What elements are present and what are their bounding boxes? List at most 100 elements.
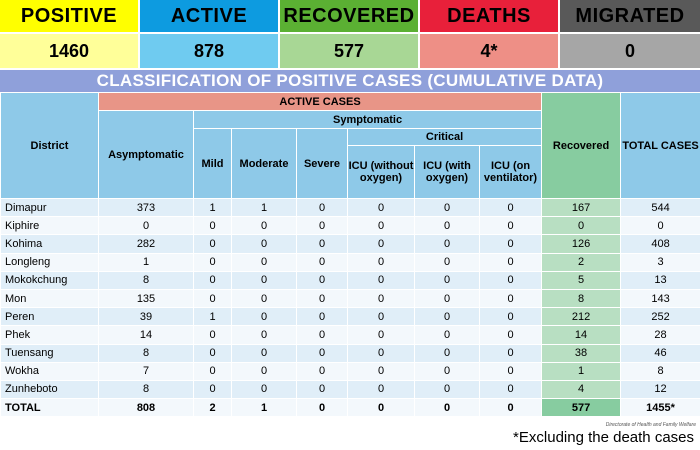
table-cell: 8: [98, 379, 194, 400]
district-cell: Phek: [0, 325, 99, 345]
table-row: Mokokchung 8 0 0 0 0 0 0 5 13: [0, 270, 700, 290]
positive-label: POSITIVE: [0, 0, 140, 34]
district-header: District: [0, 92, 99, 199]
table-cell: 1: [231, 197, 297, 218]
table-cell: 0: [478, 361, 543, 381]
table-cell: 0: [231, 343, 297, 363]
table-cell: 0: [193, 288, 232, 309]
district-cell: Zunheboto: [0, 379, 99, 400]
table-cell: 0: [414, 270, 480, 290]
table-row: Phek 14 0 0 0 0 0 0 14 28: [0, 325, 700, 345]
table-cell: 0: [478, 398, 543, 418]
moderate-header: Moderate: [231, 128, 297, 199]
district-cell: Mon: [0, 288, 99, 309]
table-cell: 0: [347, 361, 415, 381]
mild-header: Mild: [193, 128, 232, 199]
total-row: TOTAL 808 2 1 0 0 0 0 577 1455*: [0, 398, 700, 418]
table-cell: 46: [620, 343, 700, 363]
recovered-header: Recovered: [541, 92, 622, 199]
table-cell: 0: [414, 197, 480, 218]
district-cell: Kohima: [0, 234, 99, 254]
table-cell: 0: [231, 307, 297, 327]
table-cell: 8: [98, 343, 194, 363]
table-cell: 0: [193, 325, 232, 345]
table-cell: 0: [347, 325, 415, 345]
table-cell: 0: [231, 325, 297, 345]
active-cases-header: ACTIVE CASES: [97, 92, 543, 111]
table-cell: 0: [231, 270, 297, 290]
table-cell: 0: [478, 288, 543, 309]
table-cell: 0: [541, 216, 622, 236]
critical-header: Critical: [346, 128, 543, 146]
table-cell: 0: [414, 252, 480, 272]
table-cell: 7: [98, 361, 194, 381]
table-cell: 0: [347, 379, 415, 400]
table-cell: 0: [478, 307, 543, 327]
table-cell: 1: [541, 361, 622, 381]
table-cell: 0: [296, 270, 348, 290]
table-cell: 577: [541, 398, 622, 418]
table-row: Tuensang 8 0 0 0 0 0 0 38 46: [0, 343, 700, 363]
table-cell: 0: [193, 361, 232, 381]
footnote: *Excluding the death cases: [513, 429, 694, 446]
district-cell: Kiphire: [0, 216, 99, 236]
table-cell: 8: [541, 288, 622, 309]
table-cell: 544: [620, 197, 700, 218]
active-value: 878: [140, 34, 280, 68]
table-row: Peren 39 1 0 0 0 0 0 212 252: [0, 307, 700, 327]
classification-title: CLASSIFICATION OF POSITIVE CASES (CUMULA…: [0, 70, 700, 92]
table-cell: 0: [296, 307, 348, 327]
table-cell: 408: [620, 234, 700, 254]
table-cell: 1: [98, 252, 194, 272]
table-cell: 0: [231, 288, 297, 309]
table-cell: 0: [231, 361, 297, 381]
table-cell: 0: [193, 270, 232, 290]
severe-header: Severe: [296, 128, 348, 199]
table-cell: 0: [347, 270, 415, 290]
table-cell: 3: [620, 252, 700, 272]
table-cell: 0: [414, 361, 480, 381]
table-cell: 0: [296, 343, 348, 363]
deaths-label: DEATHS: [420, 0, 560, 34]
table-cell: 5: [541, 270, 622, 290]
district-cell: Peren: [0, 307, 99, 327]
table-cell: 0: [620, 216, 700, 236]
table-cell: 14: [98, 325, 194, 345]
table-cell: 1: [193, 307, 232, 327]
district-cell: Dimapur: [0, 197, 99, 218]
table-cell: 39: [98, 307, 194, 327]
source-credit: Directorate of Health and Family Welfare: [605, 422, 696, 428]
table-cell: 0: [414, 343, 480, 363]
table-cell: 0: [193, 343, 232, 363]
table-cell: 0: [414, 379, 480, 400]
table-cell: 0: [414, 288, 480, 309]
deaths-value: 4*: [420, 34, 560, 68]
table-cell: 0: [231, 234, 297, 254]
table-cell: 0: [414, 325, 480, 345]
table-cell: 0: [347, 216, 415, 236]
summary-values: 1460 878 577 4* 0: [0, 34, 700, 68]
table-cell: 14: [541, 325, 622, 345]
positive-value: 1460: [0, 34, 140, 68]
table-cell: 0: [193, 216, 232, 236]
table-cell: 28: [620, 325, 700, 345]
table-row: Mon 135 0 0 0 0 0 0 8 143: [0, 288, 700, 309]
table-body: Dimapur 373 1 1 0 0 0 0 167 544 Kiphire 0 0 0 0 0 0 0 0 0 Ko…: [0, 197, 700, 418]
table-cell: 0: [296, 398, 348, 418]
table-cell: 0: [296, 288, 348, 309]
table-cell: 252: [620, 307, 700, 327]
table-cell: 0: [193, 234, 232, 254]
table-cell: 2: [541, 252, 622, 272]
table-cell: 0: [296, 252, 348, 272]
table-cell: 0: [478, 252, 543, 272]
table-cell: 167: [541, 197, 622, 218]
table-cell: 0: [478, 343, 543, 363]
table-cell: 1455*: [620, 398, 700, 418]
district-cell: Mokokchung: [0, 270, 99, 290]
table-cell: 4: [541, 379, 622, 400]
table-row: Zunheboto 8 0 0 0 0 0 0 4 12: [0, 379, 700, 400]
table-cell: 373: [98, 197, 194, 218]
table-cell: 0: [347, 288, 415, 309]
table-cell: 0: [193, 252, 232, 272]
table-cell: 2: [193, 398, 232, 418]
